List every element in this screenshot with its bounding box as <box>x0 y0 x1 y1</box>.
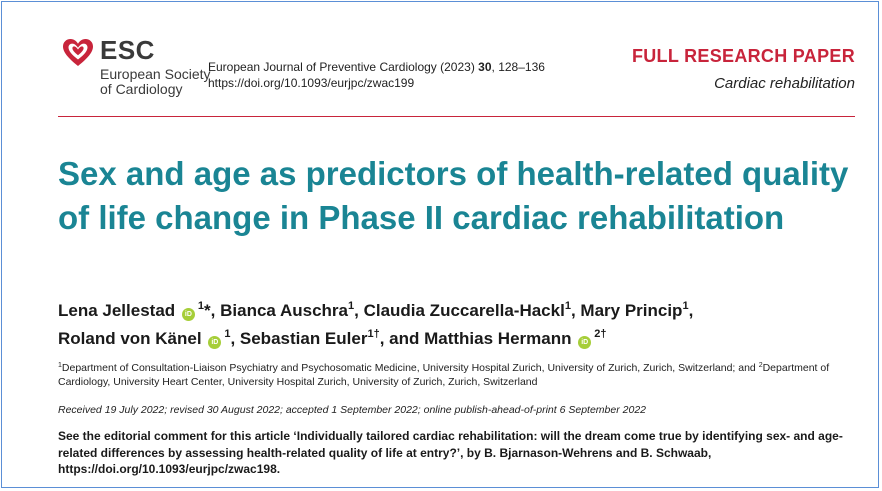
paper-category: Cardiac rehabilitation <box>714 75 855 92</box>
publication-dates: Received 19 July 2022; revised 30 August… <box>58 404 646 416</box>
journal-citation: European Journal of Preventive Cardiolog… <box>208 59 545 91</box>
author-separator: , and <box>379 329 425 348</box>
orcid-icon[interactable]: iD <box>578 336 592 349</box>
logo-line-1: European Society <box>100 66 211 82</box>
logo-society-name: European Society of Cardiology <box>100 67 211 97</box>
author-separator: , <box>210 301 221 320</box>
journal-doi-link[interactable]: https://doi.org/10.1093/eurjpc/zwac199 <box>208 76 415 90</box>
paper-type-label: FULL RESEARCH PAPER <box>631 46 855 66</box>
heart-logo-icon <box>63 39 93 66</box>
author-separator: , <box>570 301 581 320</box>
affiliation-text: Department of Cardiology, University Hea… <box>58 362 830 388</box>
author-affiliation-sup: 1 <box>224 328 231 340</box>
author-separator: , <box>230 329 240 348</box>
affiliations: 1Department of Consultation-Liaison Psyc… <box>58 361 858 389</box>
affiliation-text: Department of Consultation-Liaison Psych… <box>61 362 759 374</box>
author-name: Roland von Känel <box>58 329 202 348</box>
orcid-icon[interactable]: iD <box>208 336 222 349</box>
editorial-comment[interactable]: See the editorial comment for this artic… <box>58 429 843 476</box>
journal-volume: 30 <box>478 60 492 74</box>
logo-abbreviation: ESC <box>100 35 155 65</box>
author-name: Matthias Hermann <box>424 329 572 348</box>
article-title: Sex and age as predictors of health-rela… <box>58 155 849 236</box>
author-mark: * <box>204 301 211 320</box>
journal-name: European Journal of Preventive Cardiolog… <box>208 60 479 74</box>
affiliation-sup: 2 <box>758 362 763 369</box>
orcid-icon[interactable]: iD <box>181 308 195 321</box>
author-separator: , <box>688 301 694 320</box>
header-divider <box>58 116 855 117</box>
author-name: Lena Jellestad <box>58 301 176 320</box>
author-affiliation-sup: 1† <box>367 328 380 340</box>
author-affiliation-sup: 1 <box>564 300 571 312</box>
author-name: Mary Princip <box>580 301 683 320</box>
author-list: Lena Jellestad iD1*, Bianca Auschra1, Cl… <box>58 297 858 353</box>
author-affiliation-sup: 1 <box>347 300 355 312</box>
author-name: Claudia Zuccarella-Hackl <box>363 301 565 320</box>
author-affiliation-sup: 2† <box>594 328 607 340</box>
author-separator: , <box>354 301 364 320</box>
author-name: Sebastian Euler <box>239 329 368 348</box>
author-affiliation-sup: 1 <box>682 300 689 312</box>
journal-pages: , 128–136 <box>491 60 545 74</box>
author-affiliation-sup: 1 <box>197 300 205 312</box>
journal-reference: European Journal of Preventive Cardiolog… <box>208 59 545 75</box>
logo-line-2: of Cardiology <box>100 81 183 97</box>
author-name: Bianca Auschra <box>220 301 348 320</box>
affiliation-sup: 1 <box>58 362 62 369</box>
